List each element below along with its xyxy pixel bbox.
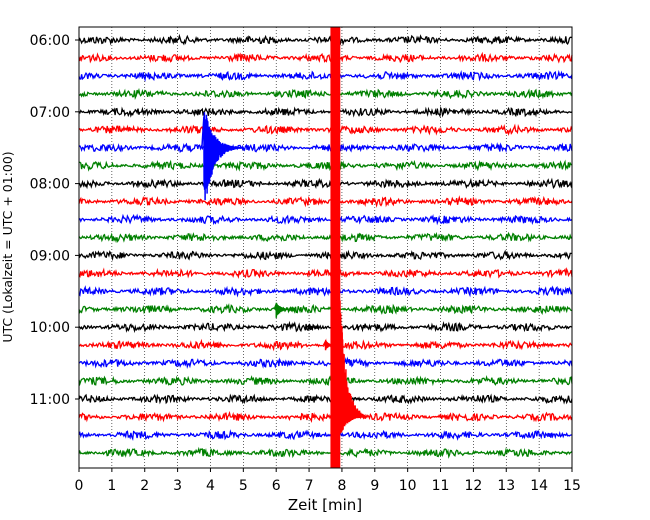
trace-row-15 xyxy=(78,302,573,315)
trace-row-2 xyxy=(78,69,573,82)
trace-row-7 xyxy=(78,159,573,172)
seismogram-traces xyxy=(78,33,573,459)
x-tick-label-2: 2 xyxy=(140,478,149,494)
trace-row-12 xyxy=(78,249,572,262)
x-axis-ticks: 0 1 2 3 4 5 6 7 8 9 10 11 12 13 14 15 xyxy=(75,468,581,494)
plot-frame xyxy=(78,26,573,469)
trace-row-8 xyxy=(78,177,573,190)
trace-row-19 xyxy=(78,374,573,387)
x-tick-label-6: 6 xyxy=(272,478,281,494)
trace-row-18 xyxy=(78,356,573,370)
x-tick-label-15: 15 xyxy=(563,478,581,494)
y-tick-label-1: 07:00 xyxy=(30,105,70,121)
x-tick-label-9: 9 xyxy=(370,478,379,494)
trace-row-21 xyxy=(78,410,573,423)
x-tick-label-8: 8 xyxy=(337,478,346,494)
x-tick-label-7: 7 xyxy=(305,478,314,494)
trace-row-10 xyxy=(78,213,573,226)
x-tick-label-12: 12 xyxy=(464,478,482,494)
event-2 xyxy=(306,323,319,330)
trace-row-14 xyxy=(78,285,573,298)
y-tick-label-5: 11:00 xyxy=(30,392,70,408)
x-axis-label: Zeit [min] xyxy=(288,496,362,514)
x-tick-label-1: 1 xyxy=(107,478,116,494)
event-4 xyxy=(330,162,365,456)
x-tick-label-0: 0 xyxy=(75,478,84,494)
y-tick-label-4: 10:00 xyxy=(30,320,70,336)
trace-row-0 xyxy=(78,33,573,46)
event-traces xyxy=(201,27,365,468)
x-tick-label-14: 14 xyxy=(530,478,548,494)
trace-row-11 xyxy=(78,231,573,244)
x-tick-label-4: 4 xyxy=(206,478,215,494)
event-1 xyxy=(273,302,297,318)
x-tick-label-11: 11 xyxy=(432,478,450,494)
trace-row-20 xyxy=(78,393,573,405)
trace-row-1 xyxy=(78,51,573,64)
y-axis-ticks: 06:00 07:00 08:00 09:00 10:00 11:00 xyxy=(30,33,79,408)
y-tick-label-2: 08:00 xyxy=(30,177,70,193)
y-axis-label: UTC (Lokalzeit = UTC + 01:00) xyxy=(0,151,15,342)
trace-row-5 xyxy=(78,123,573,136)
trace-row-23 xyxy=(78,446,573,459)
trace-row-16 xyxy=(78,320,573,334)
event-0 xyxy=(201,112,245,201)
x-tick-label-3: 3 xyxy=(173,478,182,494)
trace-row-22 xyxy=(78,429,573,441)
trace-row-13 xyxy=(78,266,573,279)
trace-row-3 xyxy=(78,87,573,100)
x-tick-label-5: 5 xyxy=(239,478,248,494)
trace-row-4 xyxy=(78,105,573,118)
trace-row-9 xyxy=(78,195,573,208)
y-tick-label-0: 06:00 xyxy=(30,33,70,49)
y-tick-label-3: 09:00 xyxy=(30,248,70,264)
x-tick-label-10: 10 xyxy=(399,478,417,494)
x-tick-label-13: 13 xyxy=(497,478,515,494)
trace-row-6 xyxy=(78,142,573,154)
